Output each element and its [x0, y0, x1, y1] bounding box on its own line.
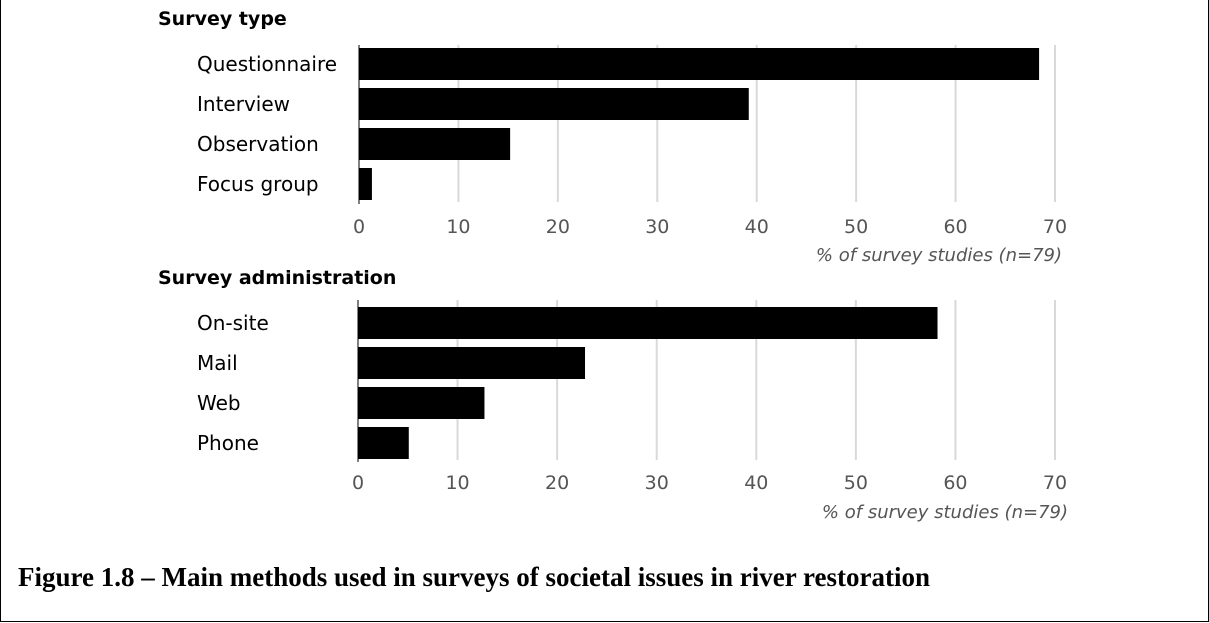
x-tick-label: 20: [545, 472, 569, 494]
x-axis-label: % of survey studies (n=79): [816, 245, 1062, 266]
x-axis-label: % of survey studies (n=79): [822, 502, 1068, 523]
category-label: On-site: [197, 311, 269, 335]
bar-interview: [359, 88, 749, 120]
x-tick-label: 10: [445, 472, 469, 494]
bar-mail: [358, 347, 586, 379]
category-label: Focus group: [197, 172, 319, 196]
x-tick-label: 60: [943, 216, 967, 238]
x-tick-label: 30: [645, 216, 669, 238]
bar-focus-group: [359, 168, 372, 200]
category-label: Phone: [197, 431, 259, 455]
bar-on-site: [358, 307, 938, 339]
bar-web: [358, 387, 485, 419]
chart-panel-2: Survey administration On-site Mail Web Phone…: [158, 267, 1068, 523]
x-tick-label: 40: [744, 472, 768, 494]
x-tick-label: 50: [844, 472, 868, 494]
x-tick-label: 40: [745, 216, 769, 238]
bar-observation: [359, 128, 511, 160]
category-label: Web: [197, 391, 241, 415]
chart-title: Survey administration: [158, 267, 396, 289]
bar-questionnaire: [359, 48, 1040, 80]
x-tick-label: 10: [446, 216, 470, 238]
x-tick-label: 20: [546, 216, 570, 238]
x-tick-label: 30: [645, 472, 669, 494]
x-tick-label: 0: [353, 216, 365, 238]
figure-caption: Figure 1.8 – Main methods used in survey…: [18, 562, 930, 592]
category-label: Interview: [197, 92, 290, 116]
x-tick-label: 70: [1043, 472, 1067, 494]
chart-panel-1: Survey type Questionnaire Interview Observa…: [158, 8, 1067, 266]
x-tick-label: 60: [943, 472, 967, 494]
x-tick-label: 70: [1043, 216, 1067, 238]
chart-title: Survey type: [158, 8, 287, 30]
category-label: Mail: [197, 351, 238, 375]
category-label: Observation: [197, 132, 319, 156]
x-tick-label: 0: [352, 472, 364, 494]
bar-phone: [358, 427, 409, 459]
x-tick-label: 50: [844, 216, 868, 238]
category-label: Questionnaire: [197, 52, 337, 76]
